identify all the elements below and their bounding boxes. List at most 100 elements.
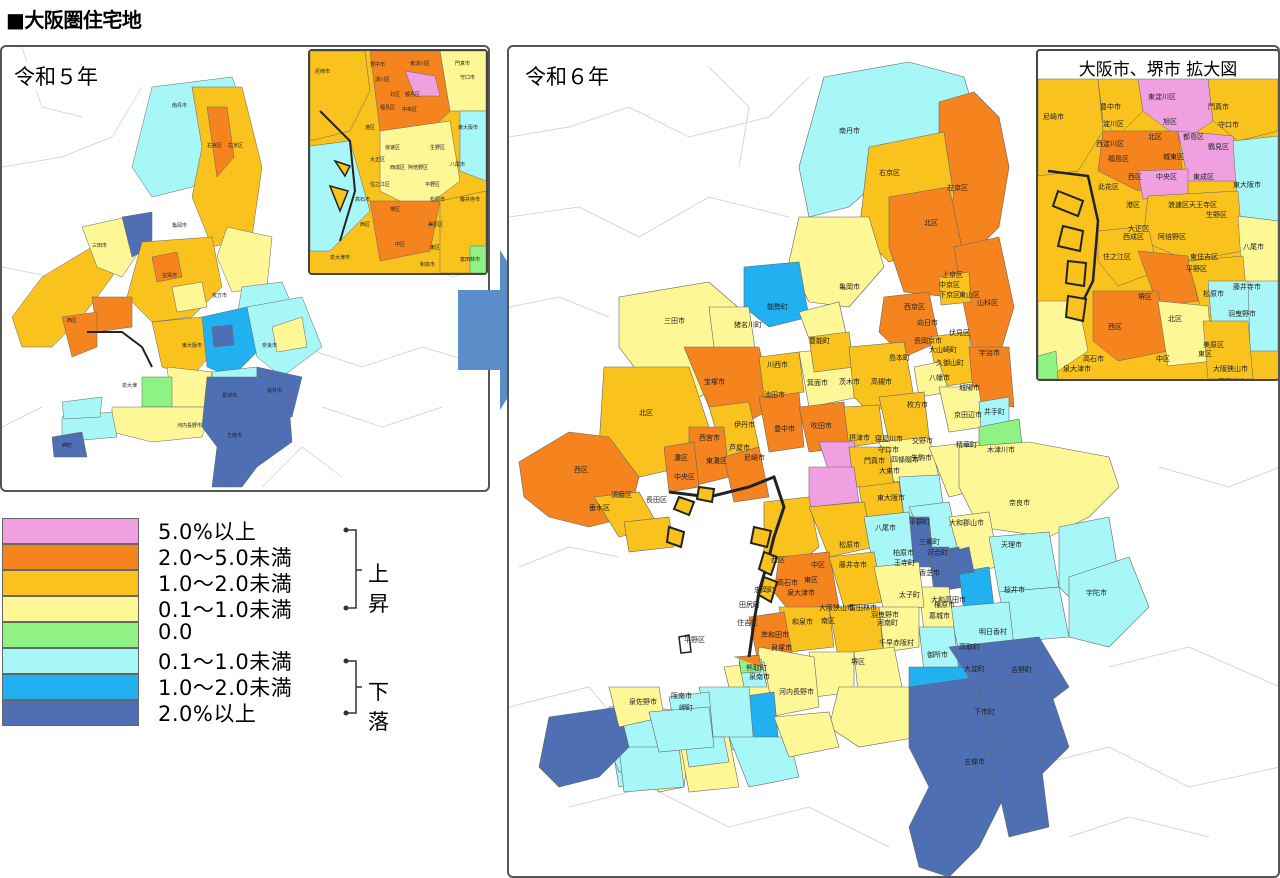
map-label: 住吉区 xyxy=(737,618,758,627)
map-label: 大正区 xyxy=(370,156,385,163)
map-label: 堺区 xyxy=(851,657,865,666)
map-label: 泉大津市 xyxy=(787,588,815,597)
map-label: 王寺町 xyxy=(894,559,915,567)
map-label: 泉大津市 xyxy=(330,254,350,261)
svg-text:東大阪市: 東大阪市 xyxy=(182,342,202,349)
map-label: 茨木市 xyxy=(839,377,860,386)
map-label: 藤井寺市 xyxy=(460,196,480,203)
map-label: 都島区 xyxy=(405,91,420,98)
map-label: 泉大津市 xyxy=(1063,364,1091,373)
map-label: 城陽市 xyxy=(959,383,980,392)
map-label: 四條畷市 xyxy=(891,455,919,464)
map-label: 太子町 xyxy=(899,590,920,599)
map-label: 羽曳野市 xyxy=(871,610,899,619)
map-label: 大東市 xyxy=(879,466,900,475)
map-label: 東大阪市 xyxy=(877,493,905,502)
svg-text:枚方市: 枚方市 xyxy=(212,292,227,299)
map-panel-r5: 令和５年 xyxy=(0,45,490,492)
map-label: 住之江区 xyxy=(370,181,390,188)
inset-title: 大阪市、堺市 拡大図 xyxy=(1078,60,1238,80)
map-label: 泉南市 xyxy=(749,672,770,681)
map-label: 西区 xyxy=(1128,173,1142,181)
map-label: 奈良市 xyxy=(1009,498,1030,507)
map-label: 守口市 xyxy=(460,74,475,81)
map-label: 三郷町 xyxy=(919,537,940,546)
map-label: 門真市 xyxy=(1208,102,1229,111)
map-label: 灘区 xyxy=(674,453,688,462)
map-label: 左京区 xyxy=(947,183,968,192)
map-label: 交野市 xyxy=(912,436,933,445)
svg-text:亀岡市: 亀岡市 xyxy=(172,222,187,229)
map-label: 千早赤阪村 xyxy=(879,638,914,647)
map-label: 大和郡山市 xyxy=(949,518,984,527)
map-label: 生野区 xyxy=(1206,210,1227,219)
map-label: 福島区 xyxy=(1108,154,1129,163)
map-label: 富田林市 xyxy=(1218,377,1246,379)
map-label: 東区 xyxy=(804,575,818,584)
map-label: 西京区 xyxy=(904,302,925,311)
map-label: 中区 xyxy=(395,241,405,248)
map-label: 山科区 xyxy=(977,298,998,307)
map-label: 御所市 xyxy=(927,650,948,659)
svg-text:西区: 西区 xyxy=(67,318,77,324)
map-label: 下京区 xyxy=(939,290,960,299)
svg-text:桜井市: 桜井市 xyxy=(267,387,282,394)
legend-swatch xyxy=(2,570,139,596)
map-panel-r6: 令和６年 xyxy=(507,45,1280,878)
map-label: 北区 xyxy=(1168,315,1182,323)
map-label: 阿倍野区 xyxy=(1158,232,1186,241)
svg-text:五條市: 五條市 xyxy=(227,432,242,439)
map-label: 伊丹市 xyxy=(734,420,755,429)
map-label: 和泉市 xyxy=(420,261,435,268)
map-label: 西区 xyxy=(771,556,785,564)
map-label: 久御山町 xyxy=(936,358,964,367)
map-label: 京田辺市 xyxy=(954,410,982,419)
map-label: 東淀川区 xyxy=(1148,92,1176,101)
map-label: 八尾市 xyxy=(875,523,896,532)
legend-swatch xyxy=(2,700,139,726)
map-label: 淀川区 xyxy=(375,76,390,83)
map-label: 中区 xyxy=(811,560,825,569)
map-label: 西成区 xyxy=(390,164,405,171)
map-label: 大阪狭山市 xyxy=(1213,364,1248,373)
map-label: 高石市 xyxy=(1083,354,1104,363)
map-label: 尼崎市 xyxy=(744,453,765,462)
map-label: 向日市 xyxy=(917,318,938,327)
svg-text:宝塚市: 宝塚市 xyxy=(162,272,177,279)
map-label: 長田区 xyxy=(646,496,667,504)
map-label: 東成区 xyxy=(1193,172,1214,181)
map-label: 寝屋川市 xyxy=(875,434,903,443)
map-label: 東住吉区 xyxy=(1190,252,1218,261)
svg-text:左京区: 左京区 xyxy=(228,142,243,149)
legend-label: 2.0～5.0未満 xyxy=(158,546,293,570)
map-label: 八尾市 xyxy=(1243,242,1264,251)
map-label: 東山区 xyxy=(959,290,980,299)
map-label: 尼崎市 xyxy=(1043,112,1064,121)
map-label: 生野区 xyxy=(430,144,445,151)
map-label: 明日香村 xyxy=(979,627,1007,636)
svg-text:岬町: 岬町 xyxy=(62,442,72,449)
map-label: 河合町 xyxy=(927,548,948,557)
map-label: 住之江区 xyxy=(1103,252,1131,261)
legend-swatch xyxy=(2,596,139,622)
map-label: 西成区 xyxy=(1123,232,1144,241)
map-label: 北区 xyxy=(639,409,653,417)
map-label: 大山崎町 xyxy=(929,345,957,354)
map-label: 東灘区 xyxy=(706,456,727,465)
map-label: 八尾市 xyxy=(450,161,465,168)
map-label: 豊中市 xyxy=(370,61,385,68)
map-label: 垂水区 xyxy=(589,503,610,512)
svg-text:三田市: 三田市 xyxy=(92,242,107,249)
map-label: 門真市 xyxy=(864,456,885,465)
map-label: 堺区 xyxy=(1138,292,1152,301)
map-label: 大正区 xyxy=(1128,224,1149,233)
map-label: 貝塚市 xyxy=(771,643,792,652)
map-label: 柏原市 xyxy=(893,548,914,557)
map-label: 富田林市 xyxy=(460,256,480,263)
legend-label: 5.0%以上 xyxy=(158,520,257,544)
map-label: 島本町 xyxy=(889,353,910,362)
legend-label: 1.0～2.0未満 xyxy=(158,572,293,596)
map-label: 守口市 xyxy=(878,445,899,454)
